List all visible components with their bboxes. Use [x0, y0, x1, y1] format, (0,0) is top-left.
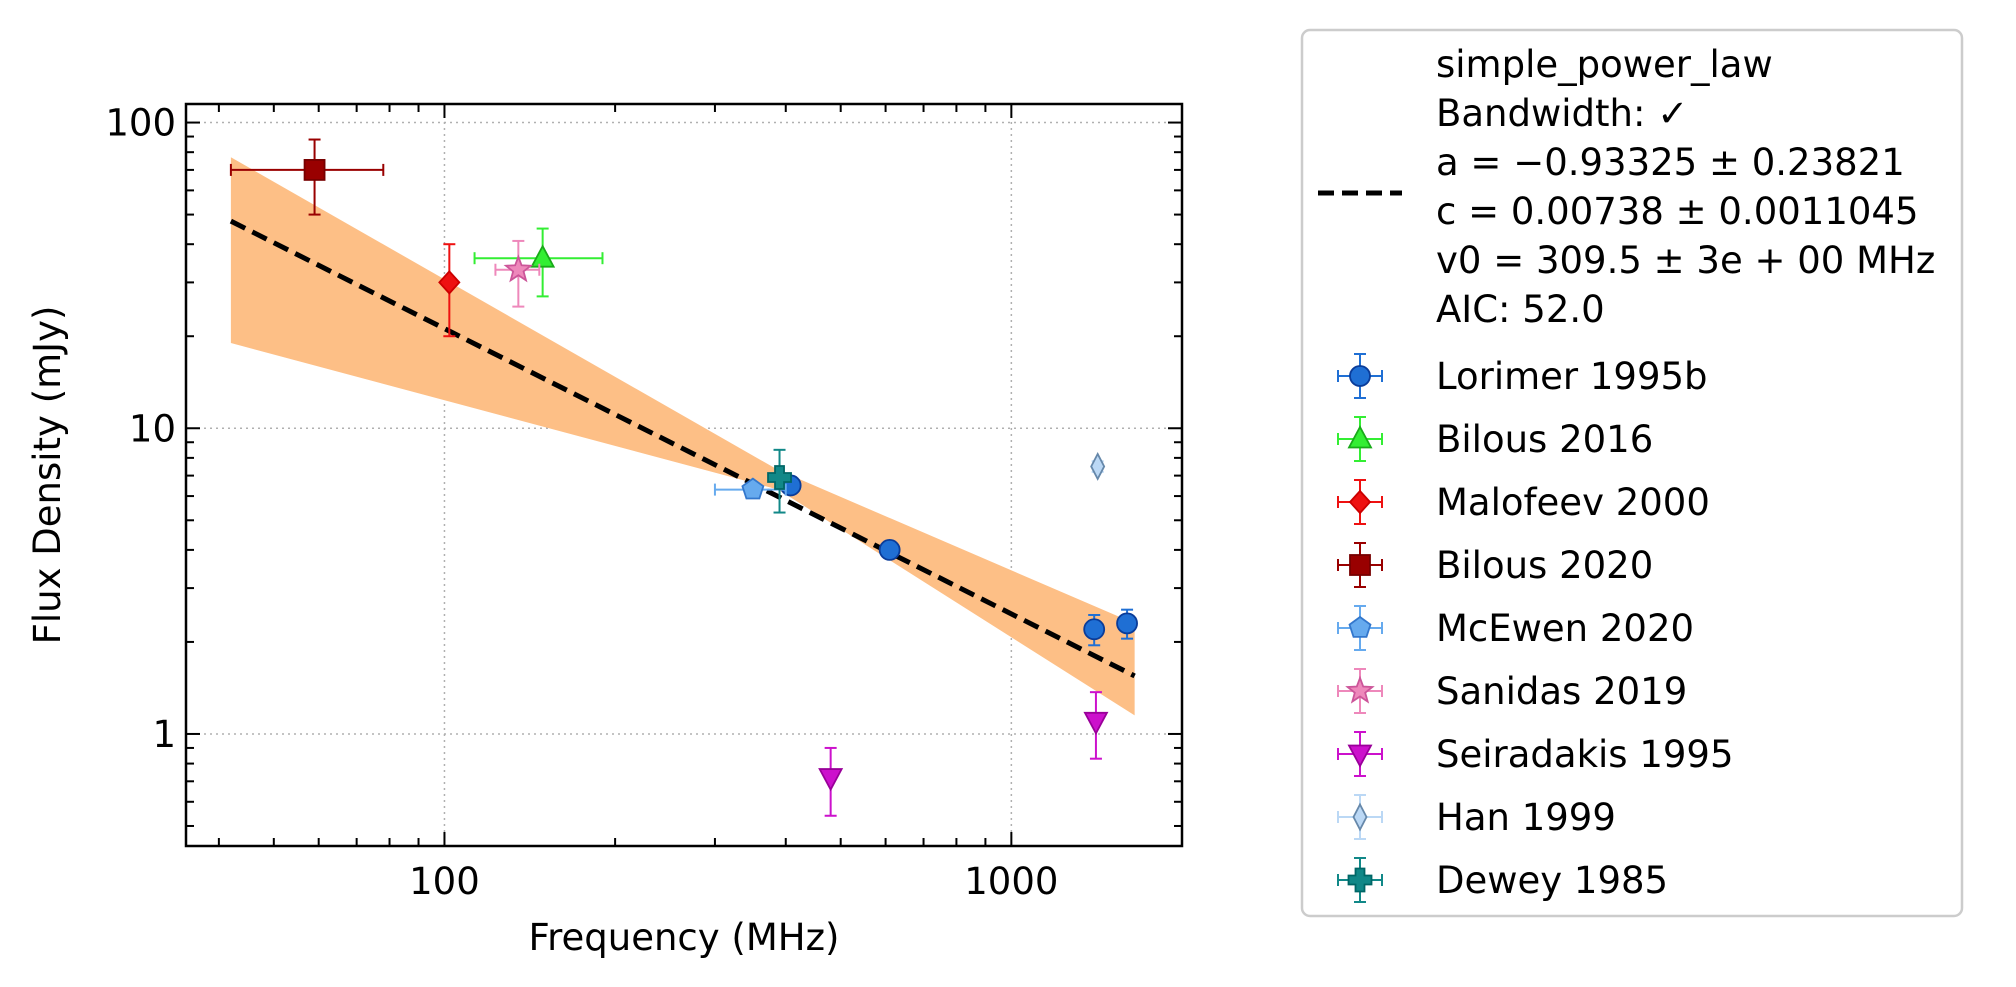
bilous-2020-point [303, 159, 326, 181]
legend-lorimer-1995b-label: Lorimer 1995b [1436, 355, 1708, 398]
legend-sanidas-2019-marker [1345, 675, 1375, 704]
fit-band-group [230, 157, 1135, 716]
y-tick-label: 10 [129, 407, 176, 450]
legend-fit-text: c = 0.00738 ± 0.0011045 [1436, 190, 1918, 233]
legend-malofeev-2000-marker [1348, 489, 1372, 515]
legend-box [1300, 28, 1964, 918]
x-tick-label: 100 [409, 860, 480, 903]
legend-dewey-1985-label: Dewey 1985 [1436, 859, 1668, 902]
x-tick-label: 1000 [964, 860, 1058, 903]
legend-fit-text: simple_power_law [1436, 43, 1773, 86]
lorimer-1995b-point [878, 539, 901, 561]
dewey-1985-point [767, 465, 792, 490]
legend-malofeev-2000-label: Malofeev 2000 [1436, 481, 1710, 524]
legend-bilous-2016-label: Bilous 2016 [1436, 418, 1653, 461]
legend-mcewen-2020-label: McEwen 2020 [1436, 607, 1694, 650]
sanidas-2019-point [503, 254, 534, 283]
legend-mcewen-2020-marker [1348, 615, 1372, 638]
fit-uncertainty-band [230, 157, 1135, 716]
data-points [229, 138, 1138, 817]
mcewen-2020-point [741, 477, 765, 500]
fit-line-group [229, 218, 1136, 679]
legend-bilous-2016-marker [1347, 425, 1373, 449]
lorimer-1995b-point [1116, 612, 1138, 635]
legend-bilous-2020-label: Bilous 2020 [1436, 544, 1653, 587]
legend-lorimer-1995b-marker [1349, 365, 1371, 387]
legend-fit-text: a = −0.93325 ± 0.23821 [1436, 141, 1905, 184]
legend-dewey-1985-marker [1347, 867, 1373, 893]
y-tick-label: 1 [152, 713, 176, 756]
legend-seiradakis-1995-marker [1347, 744, 1373, 768]
legend-han-1999-marker [1352, 802, 1368, 832]
y-axis-title: Flux Density (mJy) [26, 306, 69, 645]
fit-line [229, 218, 1136, 679]
legend-sanidas-2019-label: Sanidas 2019 [1436, 670, 1687, 713]
seiradakis-1995-point [1083, 711, 1109, 736]
bilous-2016-point [530, 244, 556, 268]
legend-han-1999-label: Han 1999 [1436, 796, 1616, 839]
legend-fit-text: AIC: 52.0 [1436, 288, 1605, 331]
axis-ticks [186, 104, 1182, 846]
legend-seiradakis-1995-label: Seiradakis 1995 [1436, 733, 1733, 776]
axis-tick-labels: 100 1000 1 10 100 [105, 102, 1058, 903]
malofeev-2000-point [438, 270, 461, 295]
lorimer-1995b-point [1083, 618, 1106, 641]
seiradakis-1995-point [818, 768, 844, 792]
han-1999-point [1090, 451, 1106, 481]
x-axis-title: Frequency (MHz) [529, 916, 840, 959]
legend-fit-text: Bandwidth: ✓ [1436, 92, 1688, 135]
legend-entries: simple_power_law Bandwidth: ✓ a = −0.93325… [1318, 43, 1935, 903]
legend-bilous-2020-marker [1349, 554, 1371, 576]
y-tick-label: 100 [105, 102, 176, 145]
legend-fit-text: v0 = 309.5 ± 3e + 00 MHz [1436, 239, 1935, 282]
legend: simple_power_law Bandwidth: ✓ a = −0.93325… [1300, 28, 1964, 918]
